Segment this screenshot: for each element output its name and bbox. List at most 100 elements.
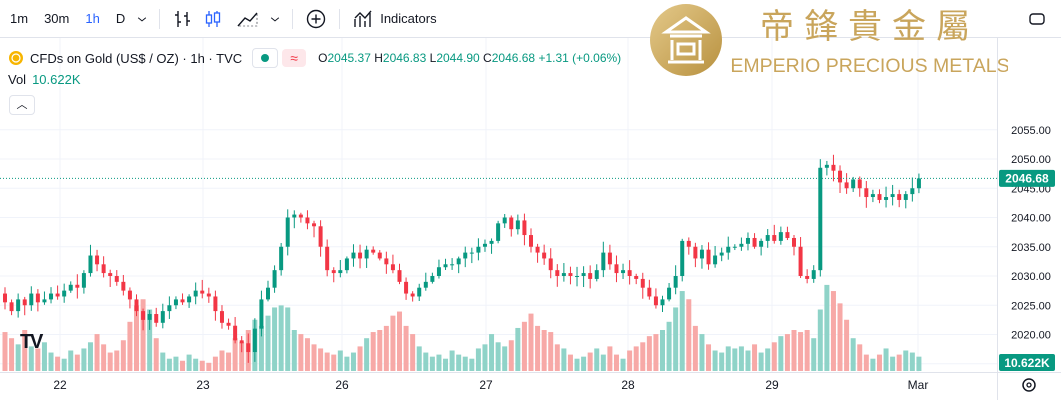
candle-body <box>272 270 277 288</box>
volume-bar <box>594 348 600 371</box>
settings-gear-icon[interactable] <box>1022 378 1036 392</box>
top-toolbar: 1m 30m 1h D Indicators <box>0 0 1061 38</box>
candle-body <box>778 232 783 241</box>
chevron-down-icon[interactable] <box>135 8 149 30</box>
candle-body <box>699 249 704 259</box>
volume-bar <box>258 325 264 371</box>
volume-bar <box>771 342 777 371</box>
collapse-legend-button[interactable]: ︿ <box>9 95 35 115</box>
chart-grid <box>0 38 997 372</box>
volume-bar <box>74 354 80 371</box>
candle-body <box>187 296 192 303</box>
close-label: C <box>483 51 492 65</box>
candle-body <box>114 276 119 282</box>
candle-body <box>371 249 376 253</box>
volume-bar <box>502 346 508 371</box>
candle-body <box>594 270 599 279</box>
candle-body <box>443 264 448 268</box>
candle-body <box>95 255 100 265</box>
candle-chart-type-icon[interactable] <box>202 8 224 30</box>
candle-body <box>101 264 106 274</box>
interval-1h[interactable]: 1h <box>85 11 100 26</box>
ohlc-values: O2045.37 H2046.83 L2044.90 C2046.68 +1.3… <box>318 51 621 65</box>
volume-bar <box>646 336 652 371</box>
price-tick-label: 2055.00 <box>1011 125 1051 137</box>
candle-body <box>851 179 856 189</box>
volume-bar <box>199 360 205 371</box>
candle-body <box>673 276 678 288</box>
volume-bar <box>475 348 481 371</box>
indicators-button[interactable]: Indicators <box>380 11 437 26</box>
candle-body <box>42 299 47 303</box>
candle-body <box>798 246 803 276</box>
candle-body <box>884 197 889 200</box>
volume-bar <box>219 350 225 371</box>
volume-bar <box>304 338 310 371</box>
wave-indicator-icon[interactable]: ≈ <box>282 49 307 67</box>
candle-body <box>509 217 514 230</box>
volume-bar <box>337 350 343 371</box>
candle-body <box>450 264 455 266</box>
volume-bar <box>508 340 514 371</box>
candle-body <box>121 281 126 291</box>
svg-text:T: T <box>20 331 32 353</box>
price-tick-label: 2030.00 <box>1011 271 1051 283</box>
bar-chart-type-icon[interactable] <box>172 8 194 30</box>
candle-body <box>903 194 908 200</box>
candle-body <box>640 278 645 288</box>
volume-bar <box>896 354 902 371</box>
symbol-title[interactable]: CFDs on Gold (US$ / OZ) · 1h · TVC <box>30 50 243 66</box>
candle-body <box>864 188 869 198</box>
volume-bar <box>212 356 218 371</box>
candle-body <box>916 178 921 189</box>
candle-body <box>246 343 251 353</box>
volume-bar <box>449 350 455 371</box>
candle-body <box>266 287 270 300</box>
volume-bar <box>692 325 698 371</box>
candle-body <box>338 270 343 274</box>
candle-body <box>818 167 823 271</box>
volume-bar <box>528 313 534 371</box>
open-label: O <box>318 51 328 65</box>
candle-body <box>726 246 731 253</box>
tradingview-logo[interactable]: T V <box>20 331 44 353</box>
candle-body <box>877 194 882 200</box>
volume-bar <box>311 344 317 371</box>
candle-body <box>108 273 113 276</box>
last-volume-text: 10.622K <box>1004 356 1050 370</box>
market-status-icon[interactable] <box>252 48 279 68</box>
add-compare-icon[interactable] <box>305 8 327 30</box>
volume-bar <box>153 338 159 371</box>
candle-body <box>180 299 185 303</box>
volume-bar <box>482 344 488 371</box>
volume-bar <box>798 332 804 371</box>
volume-bar <box>613 354 619 371</box>
volume-bar <box>127 321 133 371</box>
fullscreen-icon[interactable] <box>1026 8 1048 30</box>
candle-body <box>548 258 553 271</box>
volume-bar <box>9 338 15 371</box>
volume-bar <box>706 344 712 371</box>
candle-body <box>772 235 777 241</box>
candle-body <box>680 240 685 276</box>
price-tick-label: 2035.00 <box>1011 242 1051 254</box>
candle-body <box>213 296 218 312</box>
interval-1m[interactable]: 1m <box>10 11 29 26</box>
indicators-icon[interactable] <box>352 8 374 30</box>
time-tick-label: 27 <box>479 378 493 392</box>
volume-bar <box>390 315 396 371</box>
interval-30m[interactable]: 30m <box>44 11 70 26</box>
candle-body <box>219 311 224 323</box>
candle-body <box>206 293 211 297</box>
interval-d[interactable]: D <box>115 11 126 26</box>
chevron-down-icon[interactable] <box>268 8 282 30</box>
candle-body <box>897 194 902 200</box>
candle-body <box>706 249 711 265</box>
volume-bar <box>607 346 613 371</box>
area-chart-type-icon[interactable] <box>232 8 262 30</box>
volume-bar <box>870 358 876 371</box>
candle-body <box>160 311 165 323</box>
symbol-legend: CFDs on Gold (US$ / OZ) · 1h · TVC ≈ O20… <box>8 48 621 68</box>
price-tick-label: 2020.00 <box>1011 330 1051 342</box>
